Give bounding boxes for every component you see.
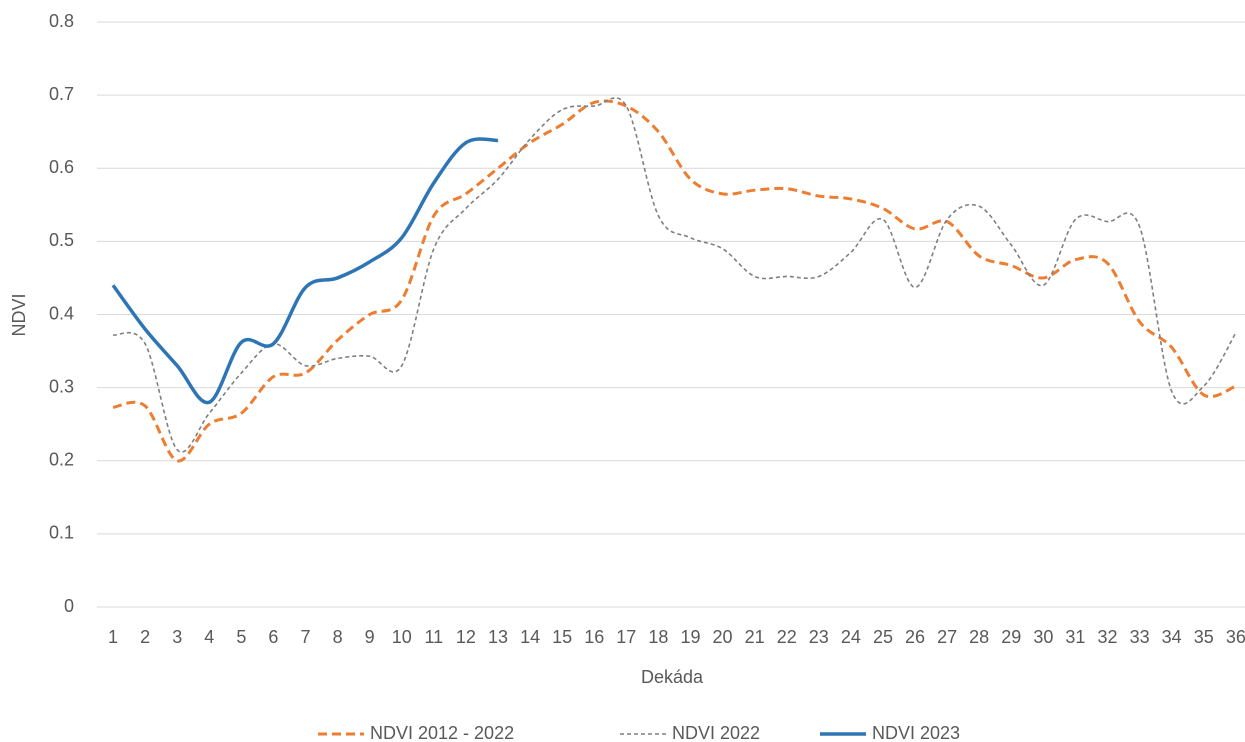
x-tick-label: 4	[204, 627, 214, 647]
x-tick-label: 27	[937, 627, 957, 647]
x-tick-label: 36	[1226, 627, 1245, 647]
x-tick-label: 10	[392, 627, 412, 647]
x-tick-label: 35	[1194, 627, 1214, 647]
x-tick-label: 3	[172, 627, 182, 647]
x-tick-label: 8	[333, 627, 343, 647]
y-tick-label: 0.6	[49, 157, 74, 177]
y-tick-label: 0.1	[49, 523, 74, 543]
x-tick-label: 9	[365, 627, 375, 647]
x-tick-label: 5	[236, 627, 246, 647]
x-tick-label: 14	[520, 627, 540, 647]
x-tick-label: 12	[456, 627, 476, 647]
x-tick-label: 22	[777, 627, 797, 647]
y-tick-label: 0.2	[49, 450, 74, 470]
y-tick-label: 0	[64, 596, 74, 616]
line-series	[112, 97, 1237, 453]
y-tick-label: 0.3	[49, 376, 74, 396]
y-axis-title: NDVI	[9, 293, 29, 336]
x-tick-label: 16	[584, 627, 604, 647]
x-tick-label: 26	[905, 627, 925, 647]
x-axis-title: Dekáda	[641, 667, 704, 687]
legend-label: NDVI 2012 - 2022	[370, 723, 514, 742]
x-tick-label: 15	[552, 627, 572, 647]
x-tick-label: 21	[745, 627, 765, 647]
y-tick-label: 0.4	[49, 303, 74, 323]
x-tick-label: 28	[969, 627, 989, 647]
x-tick-label: 30	[1033, 627, 1053, 647]
y-tick-label: 0.8	[49, 11, 74, 31]
legend-label: NDVI 2023	[872, 723, 960, 742]
y-tick-label: 0.5	[49, 230, 74, 250]
x-tick-label: 29	[1001, 627, 1021, 647]
x-tick-label: 7	[301, 627, 311, 647]
x-tick-label: 17	[616, 627, 636, 647]
x-tick-label: 33	[1130, 627, 1150, 647]
line-series	[112, 99, 1237, 463]
legend-label: NDVI 2022	[672, 723, 760, 742]
x-tick-label: 11	[424, 627, 443, 647]
x-tick-label: 32	[1098, 627, 1118, 647]
x-tick-label: 6	[268, 627, 278, 647]
x-tick-label: 23	[809, 627, 829, 647]
x-tick-label: 1	[108, 627, 118, 647]
x-tick-label: 20	[713, 627, 733, 647]
x-tick-label: 31	[1065, 627, 1085, 647]
x-tick-label: 13	[488, 627, 508, 647]
x-tick-label: 24	[841, 627, 861, 647]
x-tick-label: 25	[873, 627, 893, 647]
x-tick-label: 18	[648, 627, 668, 647]
x-tick-label: 34	[1162, 627, 1182, 647]
x-tick-label: 2	[140, 627, 150, 647]
line-series	[111, 137, 499, 405]
x-tick-label: 19	[680, 627, 700, 647]
y-tick-label: 0.7	[49, 84, 74, 104]
